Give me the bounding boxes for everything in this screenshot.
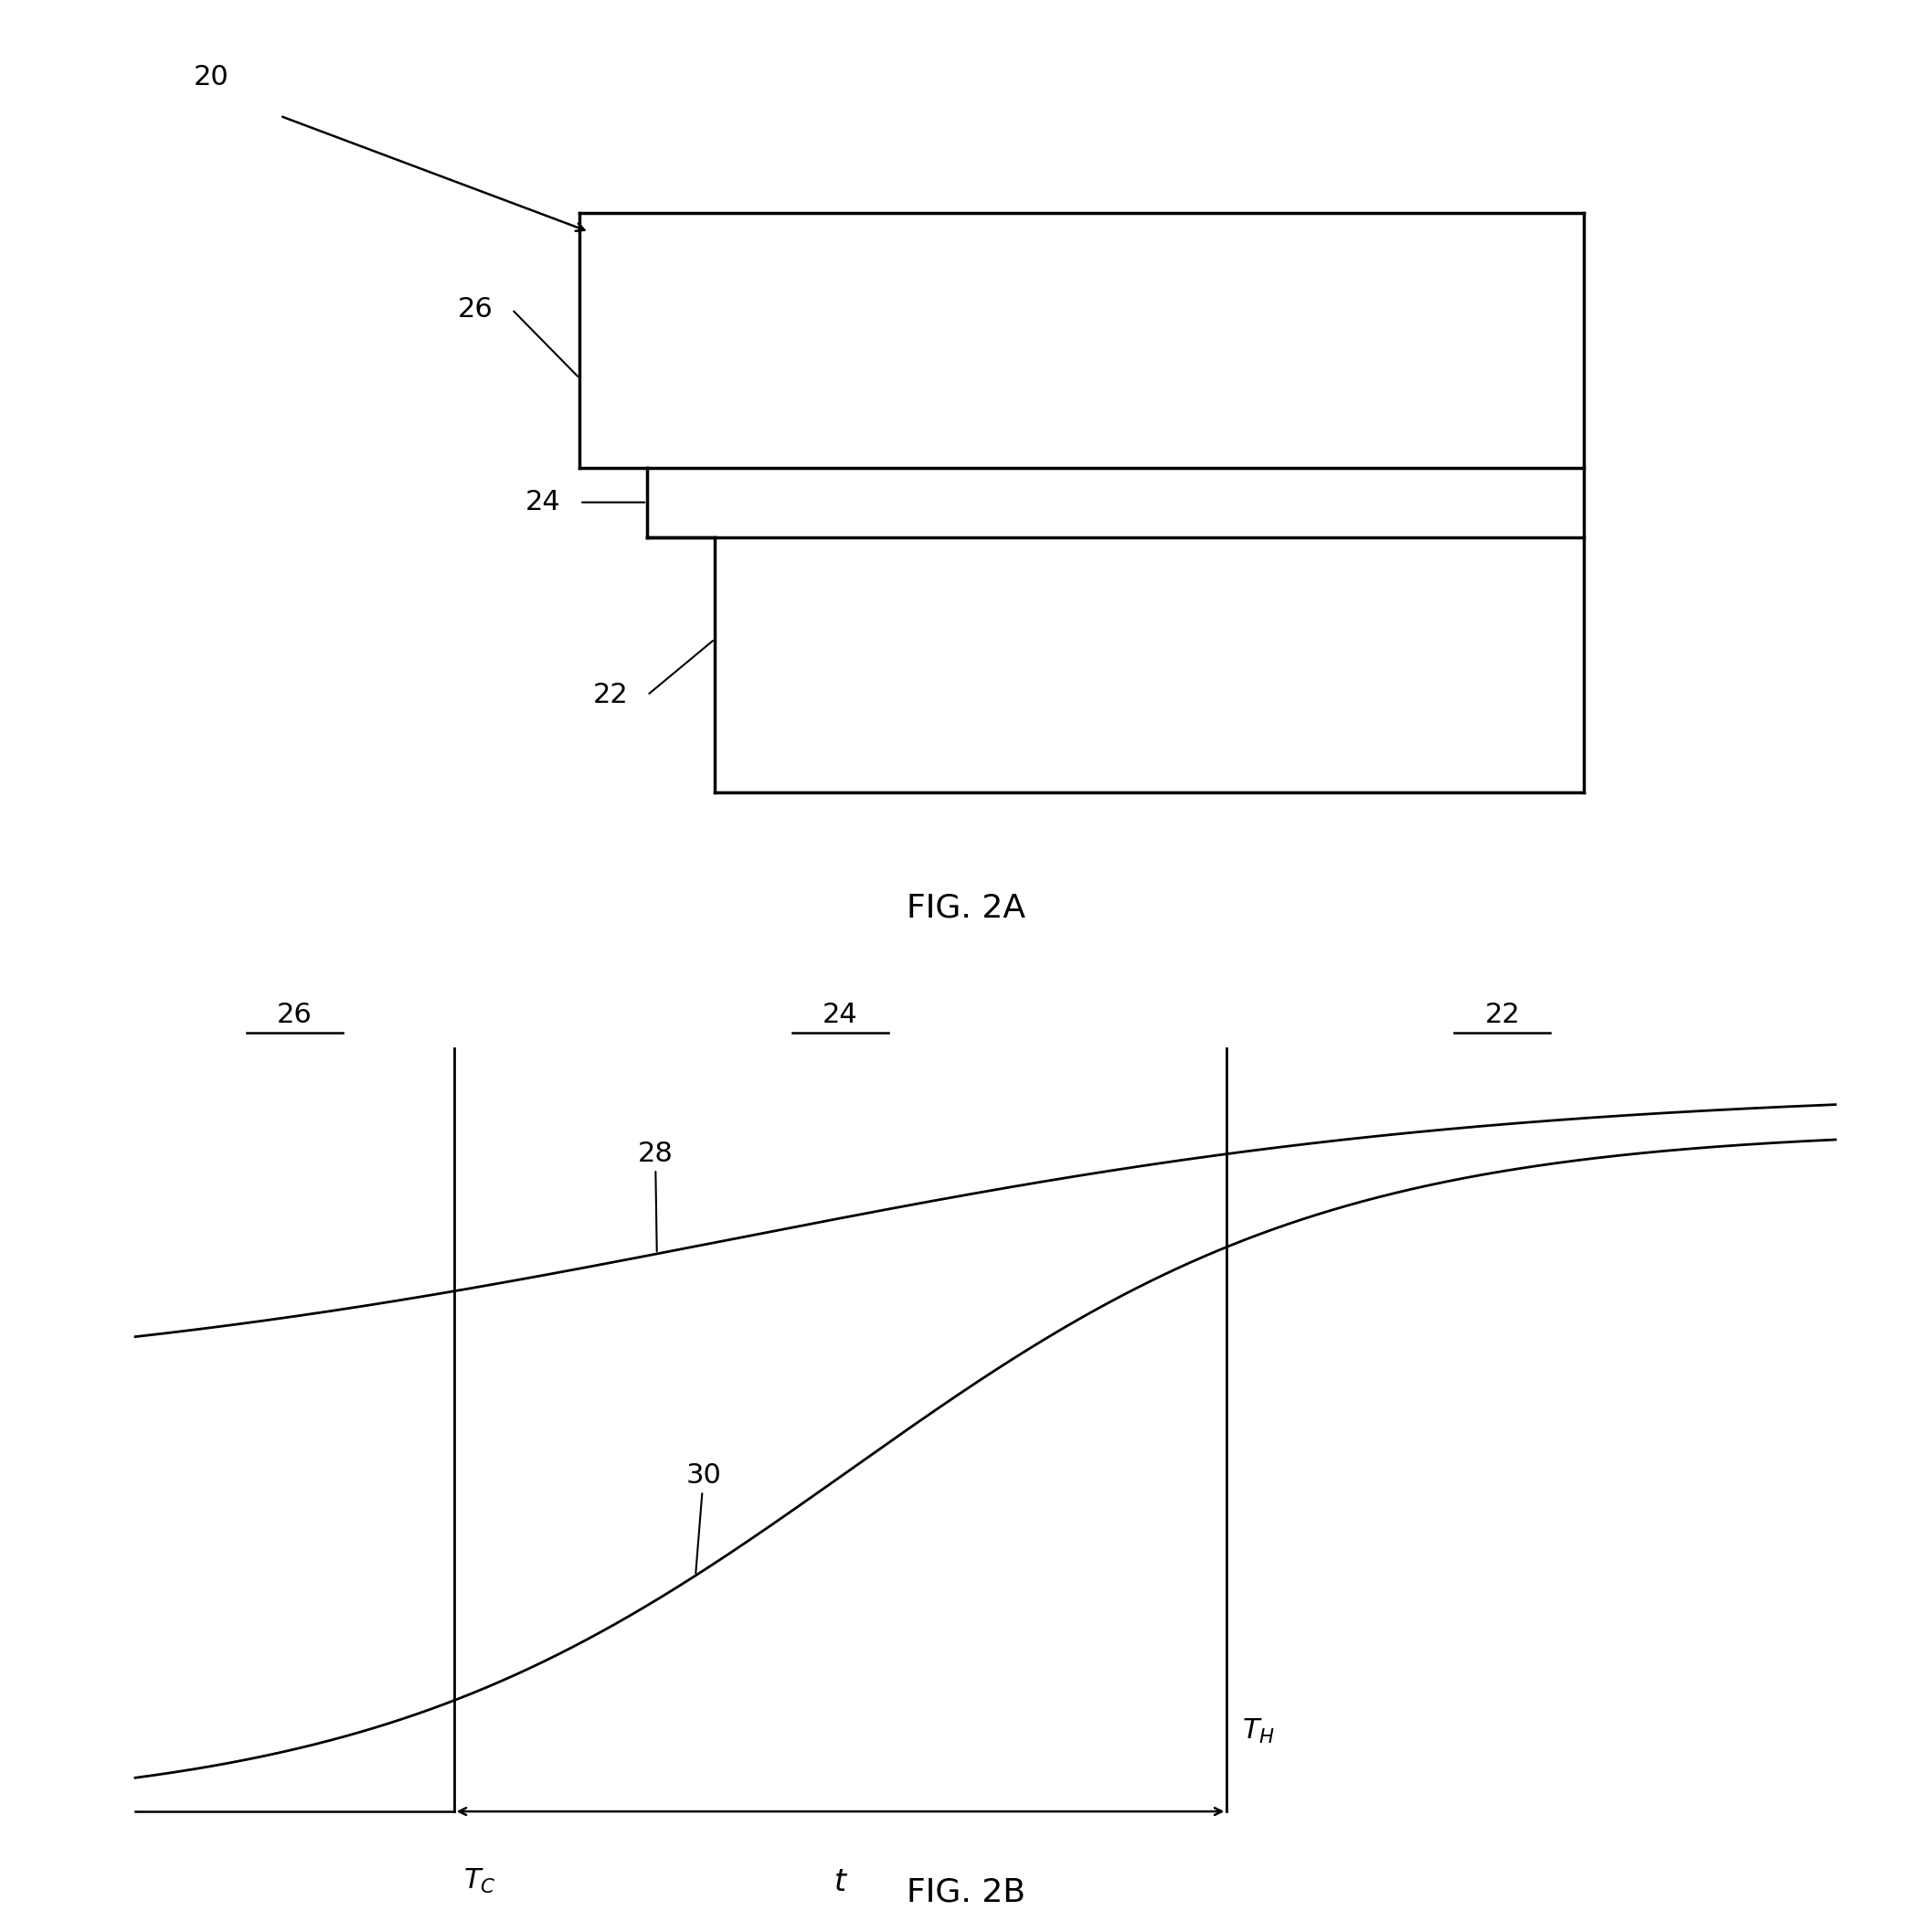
Text: 22: 22 (593, 682, 628, 709)
Bar (580, 213, 1584, 468)
Text: 20: 20 (193, 64, 228, 91)
Text: FIG. 2A: FIG. 2A (906, 893, 1026, 923)
Text: $T_C$: $T_C$ (464, 1866, 497, 1895)
Text: 24: 24 (823, 1001, 858, 1028)
Text: FIG. 2B: FIG. 2B (906, 1876, 1026, 1907)
Text: 28: 28 (638, 1140, 672, 1252)
Text: 26: 26 (458, 296, 493, 323)
Text: $T_H$: $T_H$ (1242, 1718, 1275, 1745)
Text: 30: 30 (686, 1463, 721, 1573)
Text: 22: 22 (1484, 1001, 1520, 1028)
Bar (647, 468, 1584, 537)
Bar (715, 537, 1584, 792)
Text: 24: 24 (526, 489, 560, 516)
Text: 26: 26 (276, 1001, 313, 1028)
Text: t: t (835, 1866, 846, 1897)
